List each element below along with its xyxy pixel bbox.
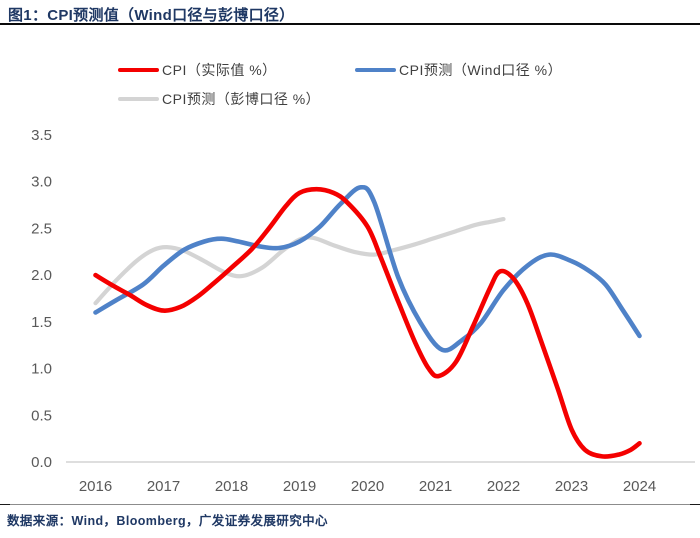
figure-header: 图1：CPI预测值（Wind口径与彭博口径）	[0, 0, 700, 25]
figure-title: 图1：CPI预测值（Wind口径与彭博口径）	[8, 7, 295, 24]
series-line-wind	[93, 184, 642, 353]
y-tick-label: 2.5	[31, 220, 52, 237]
series-line-bloomberg	[93, 217, 506, 306]
y-tick-label: 3.0	[31, 174, 52, 191]
legend-label-wind: CPI预测（Wind口径 %）	[399, 62, 563, 78]
legend-row: CPI预测（彭博口径 %）	[118, 88, 562, 110]
footer-divider	[0, 504, 700, 505]
x-tick-label: 2016	[79, 478, 112, 495]
legend-row: CPI（实际值 %） CPI预测（Wind口径 %）	[118, 59, 562, 81]
x-tick-label: 2019	[283, 478, 316, 495]
y-tick-label: 1.5	[31, 314, 52, 331]
x-tick-label: 2020	[351, 478, 384, 495]
x-tick-label: 2018	[215, 478, 248, 495]
data-source-note: 数据来源：Wind，Bloomberg，广发证券发展研究中心	[7, 514, 328, 528]
y-tick-label: 1.0	[31, 361, 52, 378]
x-tick-label: 2021	[419, 478, 452, 495]
legend-item-cpi-actual: CPI（实际值 %）	[118, 60, 355, 80]
legend-item-cpi-bloomberg: CPI预测（彭博口径 %）	[118, 89, 320, 109]
y-tick-label: 2.0	[31, 267, 52, 284]
x-tick-label: 2023	[555, 478, 588, 495]
y-tick-label: 0.0	[31, 454, 52, 471]
series-line-actual	[93, 186, 642, 459]
x-tick-label: 2024	[623, 478, 656, 495]
legend-swatch-wind	[355, 67, 396, 73]
y-tick-label: 0.5	[31, 407, 52, 424]
chart-legend: CPI（实际值 %） CPI预测（Wind口径 %） CPI预测（彭博口径 %）	[118, 59, 562, 110]
x-tick-label: 2022	[487, 478, 520, 495]
legend-label-bloomberg: CPI预测（彭博口径 %）	[162, 91, 321, 107]
legend-label-actual: CPI（实际值 %）	[162, 62, 277, 78]
legend-item-cpi-wind: CPI预测（Wind口径 %）	[355, 60, 562, 80]
legend-swatch-actual	[118, 67, 159, 73]
x-tick-label: 2017	[147, 478, 180, 495]
legend-swatch-bloomberg	[118, 96, 159, 102]
y-tick-label: 3.5	[31, 127, 52, 144]
